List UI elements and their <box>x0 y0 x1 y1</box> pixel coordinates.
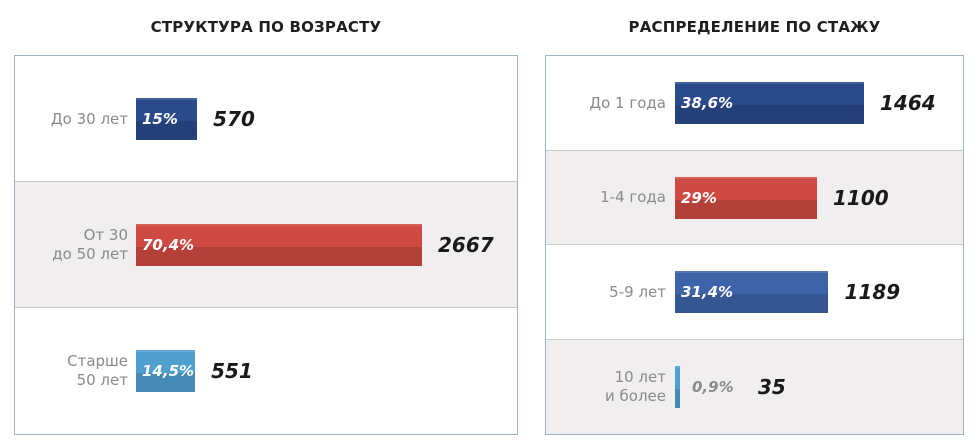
bar <box>136 350 196 392</box>
category-label-line: 5-9 лет <box>609 282 666 301</box>
bar-highlight <box>675 271 829 274</box>
chart-row: Старше 50 лет 14,5% 551 <box>15 308 517 434</box>
bar <box>675 271 829 314</box>
chart-row: От 30 до 50 лет 70,4% 2667 <box>15 182 517 308</box>
chart-row: 10 лет и более 0,9% 35 <box>546 339 963 434</box>
percent-label: 15% <box>142 110 178 128</box>
experience-chart-title: РАСПРЕДЕЛЕНИЕ ПО СТАЖУ <box>628 18 881 36</box>
value-label: 1189 <box>844 280 901 305</box>
experience-distribution-chart: До 1 года 38,6% 1464 1-4 года 29% 1100 5-9 лет… <box>545 55 964 435</box>
category-label: До 1 года <box>589 94 666 113</box>
bar-highlight <box>675 176 817 179</box>
bar-shade <box>675 199 817 219</box>
bar-shade <box>675 388 680 408</box>
chart-row: До 1 года 38,6% 1464 <box>546 56 963 151</box>
age-chart-title: СТРУКТУРА ПО ВОЗРАСТУ <box>150 18 382 36</box>
percent-label: 70,4% <box>142 236 195 254</box>
bar-highlight <box>675 82 864 85</box>
percent-label: 29% <box>681 188 717 207</box>
bar <box>675 82 864 125</box>
bar-shade <box>675 294 829 314</box>
percent-label: 14,5% <box>142 362 195 380</box>
percent-label: 0,9% <box>692 377 734 396</box>
category-label-line: 10 лет <box>614 367 666 386</box>
value-label: 35 <box>758 374 786 399</box>
category-label-line: до 50 лет <box>52 245 128 263</box>
category-label: 5-9 лет <box>609 283 666 302</box>
bar-highlight <box>136 224 422 226</box>
category-label: Старше 50 лет <box>67 352 128 390</box>
bar-shade <box>136 373 196 392</box>
value-label: 570 <box>213 107 255 131</box>
bar <box>136 98 198 140</box>
category-label-line: От 30 <box>83 226 128 244</box>
category-label-line: До 1 года <box>589 93 666 112</box>
category-label-line: 1-4 года <box>600 188 666 207</box>
bar <box>675 365 680 408</box>
percent-label: 31,4% <box>681 283 734 302</box>
category-label-line: Старше <box>67 352 128 370</box>
category-label-line: До 30 лет <box>50 109 128 128</box>
category-label: До 30 лет <box>51 110 128 129</box>
bar <box>675 176 817 219</box>
bar <box>136 224 422 266</box>
value-label: 2667 <box>438 233 494 257</box>
category-label: 10 лет и более <box>605 368 666 406</box>
category-label: От 30 до 50 лет <box>52 226 128 264</box>
category-label-line: 50 лет <box>76 371 128 389</box>
value-label: 1464 <box>880 91 936 116</box>
chart-row: 1-4 года 29% 1100 <box>546 150 963 245</box>
chart-row: 5-9 лет 31,4% 1189 <box>546 245 963 340</box>
value-label: 551 <box>211 359 253 383</box>
percent-label: 38,6% <box>681 94 734 113</box>
value-label: 1100 <box>833 185 889 210</box>
age-structure-chart: До 30 лет 15% 570 От 30 до 50 лет 70,4% 2667 Ст… <box>14 55 518 435</box>
category-label-line: и более <box>605 386 666 405</box>
bar-shade <box>136 121 198 140</box>
bar-highlight <box>136 98 198 100</box>
bar-highlight <box>675 365 680 368</box>
bar-shade <box>136 247 422 266</box>
bar-highlight <box>136 350 196 352</box>
category-label: 1-4 года <box>600 188 666 207</box>
chart-row: До 30 лет 15% 570 <box>15 56 517 182</box>
bar-shade <box>675 105 864 125</box>
